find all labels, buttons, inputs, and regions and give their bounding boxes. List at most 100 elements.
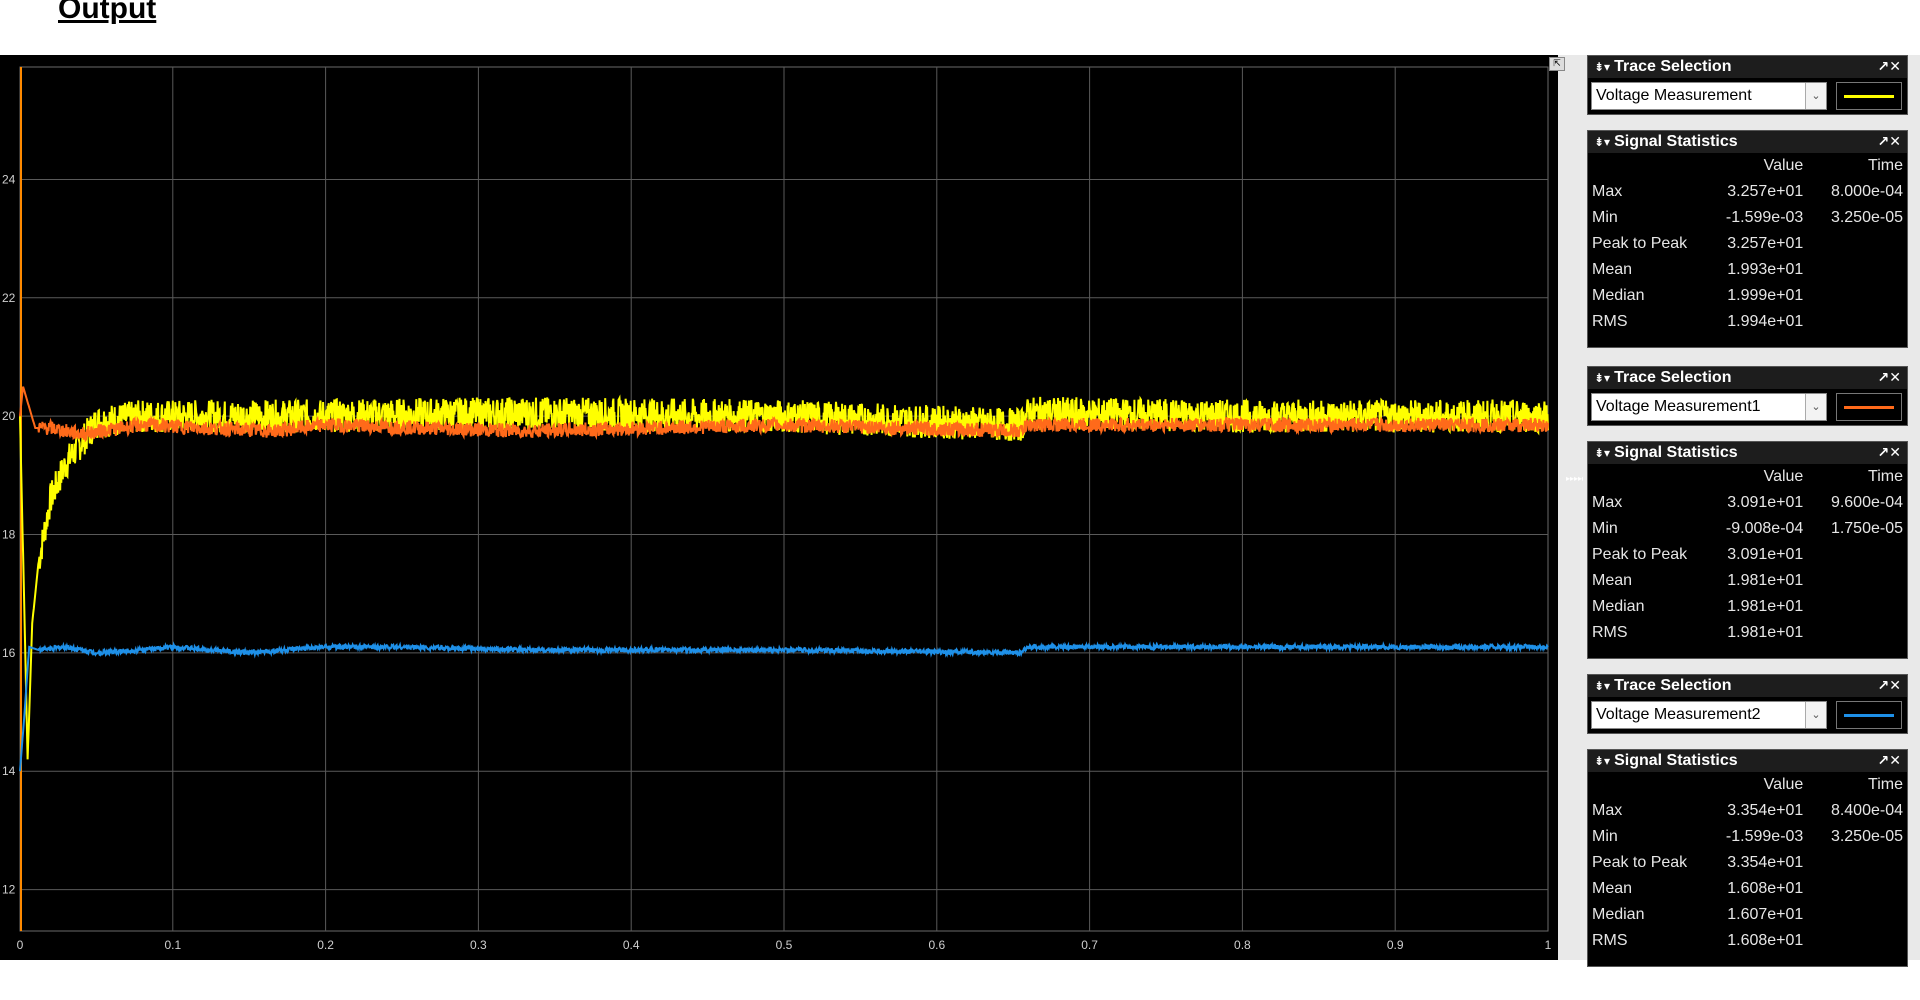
pin-icon[interactable]: ⇟▾	[1594, 371, 1611, 385]
undock-icon[interactable]: ⇱	[1549, 57, 1565, 71]
stat-value: 1.608e+01	[1727, 880, 1804, 897]
pin-icon[interactable]: ⇟▾	[1594, 60, 1611, 74]
stat-label: Min	[1592, 209, 1618, 226]
pin-icon[interactable]: ⇟▾	[1594, 754, 1611, 768]
plot-area: 0 0.1 0.2 0.3 0.4 0.5 0.6 0.7 0.8 0.9 1 12 14 16 18 20 2…	[0, 55, 1558, 960]
series-line	[19, 386, 1549, 443]
trace-color-swatch[interactable]	[1836, 393, 1902, 421]
series-line	[19, 641, 1549, 772]
stat-value: 3.257e+01	[1727, 235, 1804, 252]
close-icon[interactable]: ↗✕	[1877, 59, 1901, 75]
stats-header-row: Value Time	[1588, 772, 1907, 798]
stat-label: Mean	[1592, 572, 1633, 589]
x-tick-label: 0.9	[1387, 938, 1404, 952]
x-tick-label: 0	[17, 938, 24, 952]
stat-time: 3.250e-05	[1830, 828, 1903, 845]
pin-icon[interactable]: ⇟▾	[1594, 679, 1611, 693]
stats-table: Value Time Max 3.091e+01 9.600e-04 Min -9.008e…	[1588, 464, 1907, 646]
trace-selection-panel: ⇟▾ Trace Selection ↗✕ Voltage Measurement1 ⌄	[1587, 366, 1908, 426]
stats-header-row: Value Time	[1588, 464, 1907, 490]
pin-icon[interactable]: ⇟▾	[1594, 446, 1611, 460]
stats-row: Max 3.354e+01 8.400e-04	[1588, 798, 1907, 824]
signal-statistics-title: Signal Statistics	[1614, 444, 1738, 461]
stat-value: 1.981e+01	[1727, 572, 1804, 589]
stat-time	[1807, 542, 1907, 568]
trace-select[interactable]: Voltage Measurement2 ⌄	[1591, 701, 1827, 729]
trace-color-swatch[interactable]	[1836, 82, 1902, 110]
stat-value: 3.354e+01	[1727, 854, 1804, 871]
trace-select-value: Voltage Measurement2	[1596, 706, 1761, 723]
signal-statistics-panel: ⇟▾ Signal Statistics ↗✕ Value Time Max 3.091e+…	[1587, 441, 1908, 659]
stat-time	[1807, 309, 1907, 335]
trace-color-line	[1844, 714, 1894, 717]
stats-row: Median 1.981e+01	[1588, 594, 1907, 620]
chevron-down-icon[interactable]: ⌄	[1805, 83, 1826, 109]
trace-selection-panel: ⇟▾ Trace Selection ↗✕ Voltage Measurement2 ⌄	[1587, 674, 1908, 734]
close-icon[interactable]: ↗✕	[1877, 445, 1901, 461]
stats-row: Max 3.091e+01 9.600e-04	[1588, 490, 1907, 516]
stat-value: 1.981e+01	[1727, 598, 1804, 615]
stats-row: Min -1.599e-03 3.250e-05	[1588, 824, 1907, 850]
stats-row: Peak to Peak 3.257e+01	[1588, 231, 1907, 257]
trace-select[interactable]: Voltage Measurement1 ⌄	[1591, 393, 1827, 421]
stat-value: 1.999e+01	[1727, 287, 1804, 304]
stats-header-time: Time	[1868, 157, 1903, 174]
stats-header-value: Value	[1763, 157, 1804, 174]
y-tick-label: 22	[2, 291, 16, 305]
stat-value: 3.257e+01	[1727, 183, 1804, 200]
stat-label: Mean	[1592, 880, 1633, 897]
x-tick-label: 0.3	[470, 938, 487, 952]
x-tick-label: 0.8	[1234, 938, 1251, 952]
x-tick-label: 0.1	[164, 938, 181, 952]
trace-selection-title: Trace Selection	[1614, 677, 1732, 694]
stat-value: 1.608e+01	[1727, 932, 1804, 949]
stat-label: Median	[1592, 598, 1645, 615]
close-icon[interactable]: ↗✕	[1877, 370, 1901, 386]
stats-row: Mean 1.981e+01	[1588, 568, 1907, 594]
stats-header-row: Value Time	[1588, 153, 1907, 179]
scope-window: 0 0.1 0.2 0.3 0.4 0.5 0.6 0.7 0.8 0.9 1 12 14 16 18 20 2…	[0, 55, 1920, 967]
stat-time	[1807, 620, 1907, 646]
stat-value: -9.008e-04	[1725, 520, 1804, 537]
stat-time: 3.250e-05	[1830, 209, 1903, 226]
y-tick-label: 12	[2, 883, 16, 897]
signal-statistics-header: ⇟▾ Signal Statistics ↗✕	[1588, 131, 1907, 153]
stats-row: RMS 1.981e+01	[1588, 620, 1907, 646]
trace-selection-panel: ⇟▾ Trace Selection ↗✕ Voltage Measurement ⌄	[1587, 55, 1908, 115]
chevron-down-icon[interactable]: ⌄	[1805, 702, 1826, 728]
close-icon[interactable]: ↗✕	[1877, 134, 1901, 150]
stat-time: 8.400e-04	[1830, 802, 1903, 819]
trace-select[interactable]: Voltage Measurement ⌄	[1591, 82, 1827, 110]
stats-row: Mean 1.993e+01	[1588, 257, 1907, 283]
x-tick-label: 0.4	[623, 938, 640, 952]
stats-row: Median 1.607e+01	[1588, 902, 1907, 928]
pin-icon[interactable]: ⇟▾	[1594, 135, 1611, 149]
stat-label: Peak to Peak	[1592, 854, 1688, 871]
stats-row: Max 3.257e+01 8.000e-04	[1588, 179, 1907, 205]
chevron-down-icon[interactable]: ⌄	[1805, 394, 1826, 420]
stat-label: RMS	[1592, 932, 1628, 949]
stat-label: Peak to Peak	[1592, 546, 1688, 563]
stat-time	[1807, 594, 1907, 620]
stats-row: Median 1.999e+01	[1588, 283, 1907, 309]
stat-label: Peak to Peak	[1592, 235, 1688, 252]
trace-color-swatch[interactable]	[1836, 701, 1902, 729]
trace-selection-header: ⇟▾ Trace Selection ↗✕	[1588, 367, 1907, 389]
trace-selection-title: Trace Selection	[1614, 369, 1732, 386]
stat-label: Max	[1592, 183, 1623, 200]
stat-time	[1807, 568, 1907, 594]
signal-statistics-header: ⇟▾ Signal Statistics ↗✕	[1588, 750, 1907, 772]
stat-label: RMS	[1592, 313, 1628, 330]
x-tick-label: 1	[1545, 938, 1552, 952]
stat-label: Median	[1592, 287, 1645, 304]
stat-value: -1.599e-03	[1725, 828, 1804, 845]
stat-label: Median	[1592, 906, 1645, 923]
close-icon[interactable]: ↗✕	[1877, 678, 1901, 694]
panel-collapse-arrows[interactable]: ▸▸▸▸▸	[1566, 474, 1587, 483]
trace-selection-title: Trace Selection	[1614, 58, 1732, 75]
stat-value: 1.981e+01	[1727, 624, 1804, 641]
signal-statistics-header: ⇟▾ Signal Statistics ↗✕	[1588, 442, 1907, 464]
close-icon[interactable]: ↗✕	[1877, 753, 1901, 769]
stat-time	[1807, 928, 1907, 954]
trace-select-value: Voltage Measurement1	[1596, 398, 1761, 415]
